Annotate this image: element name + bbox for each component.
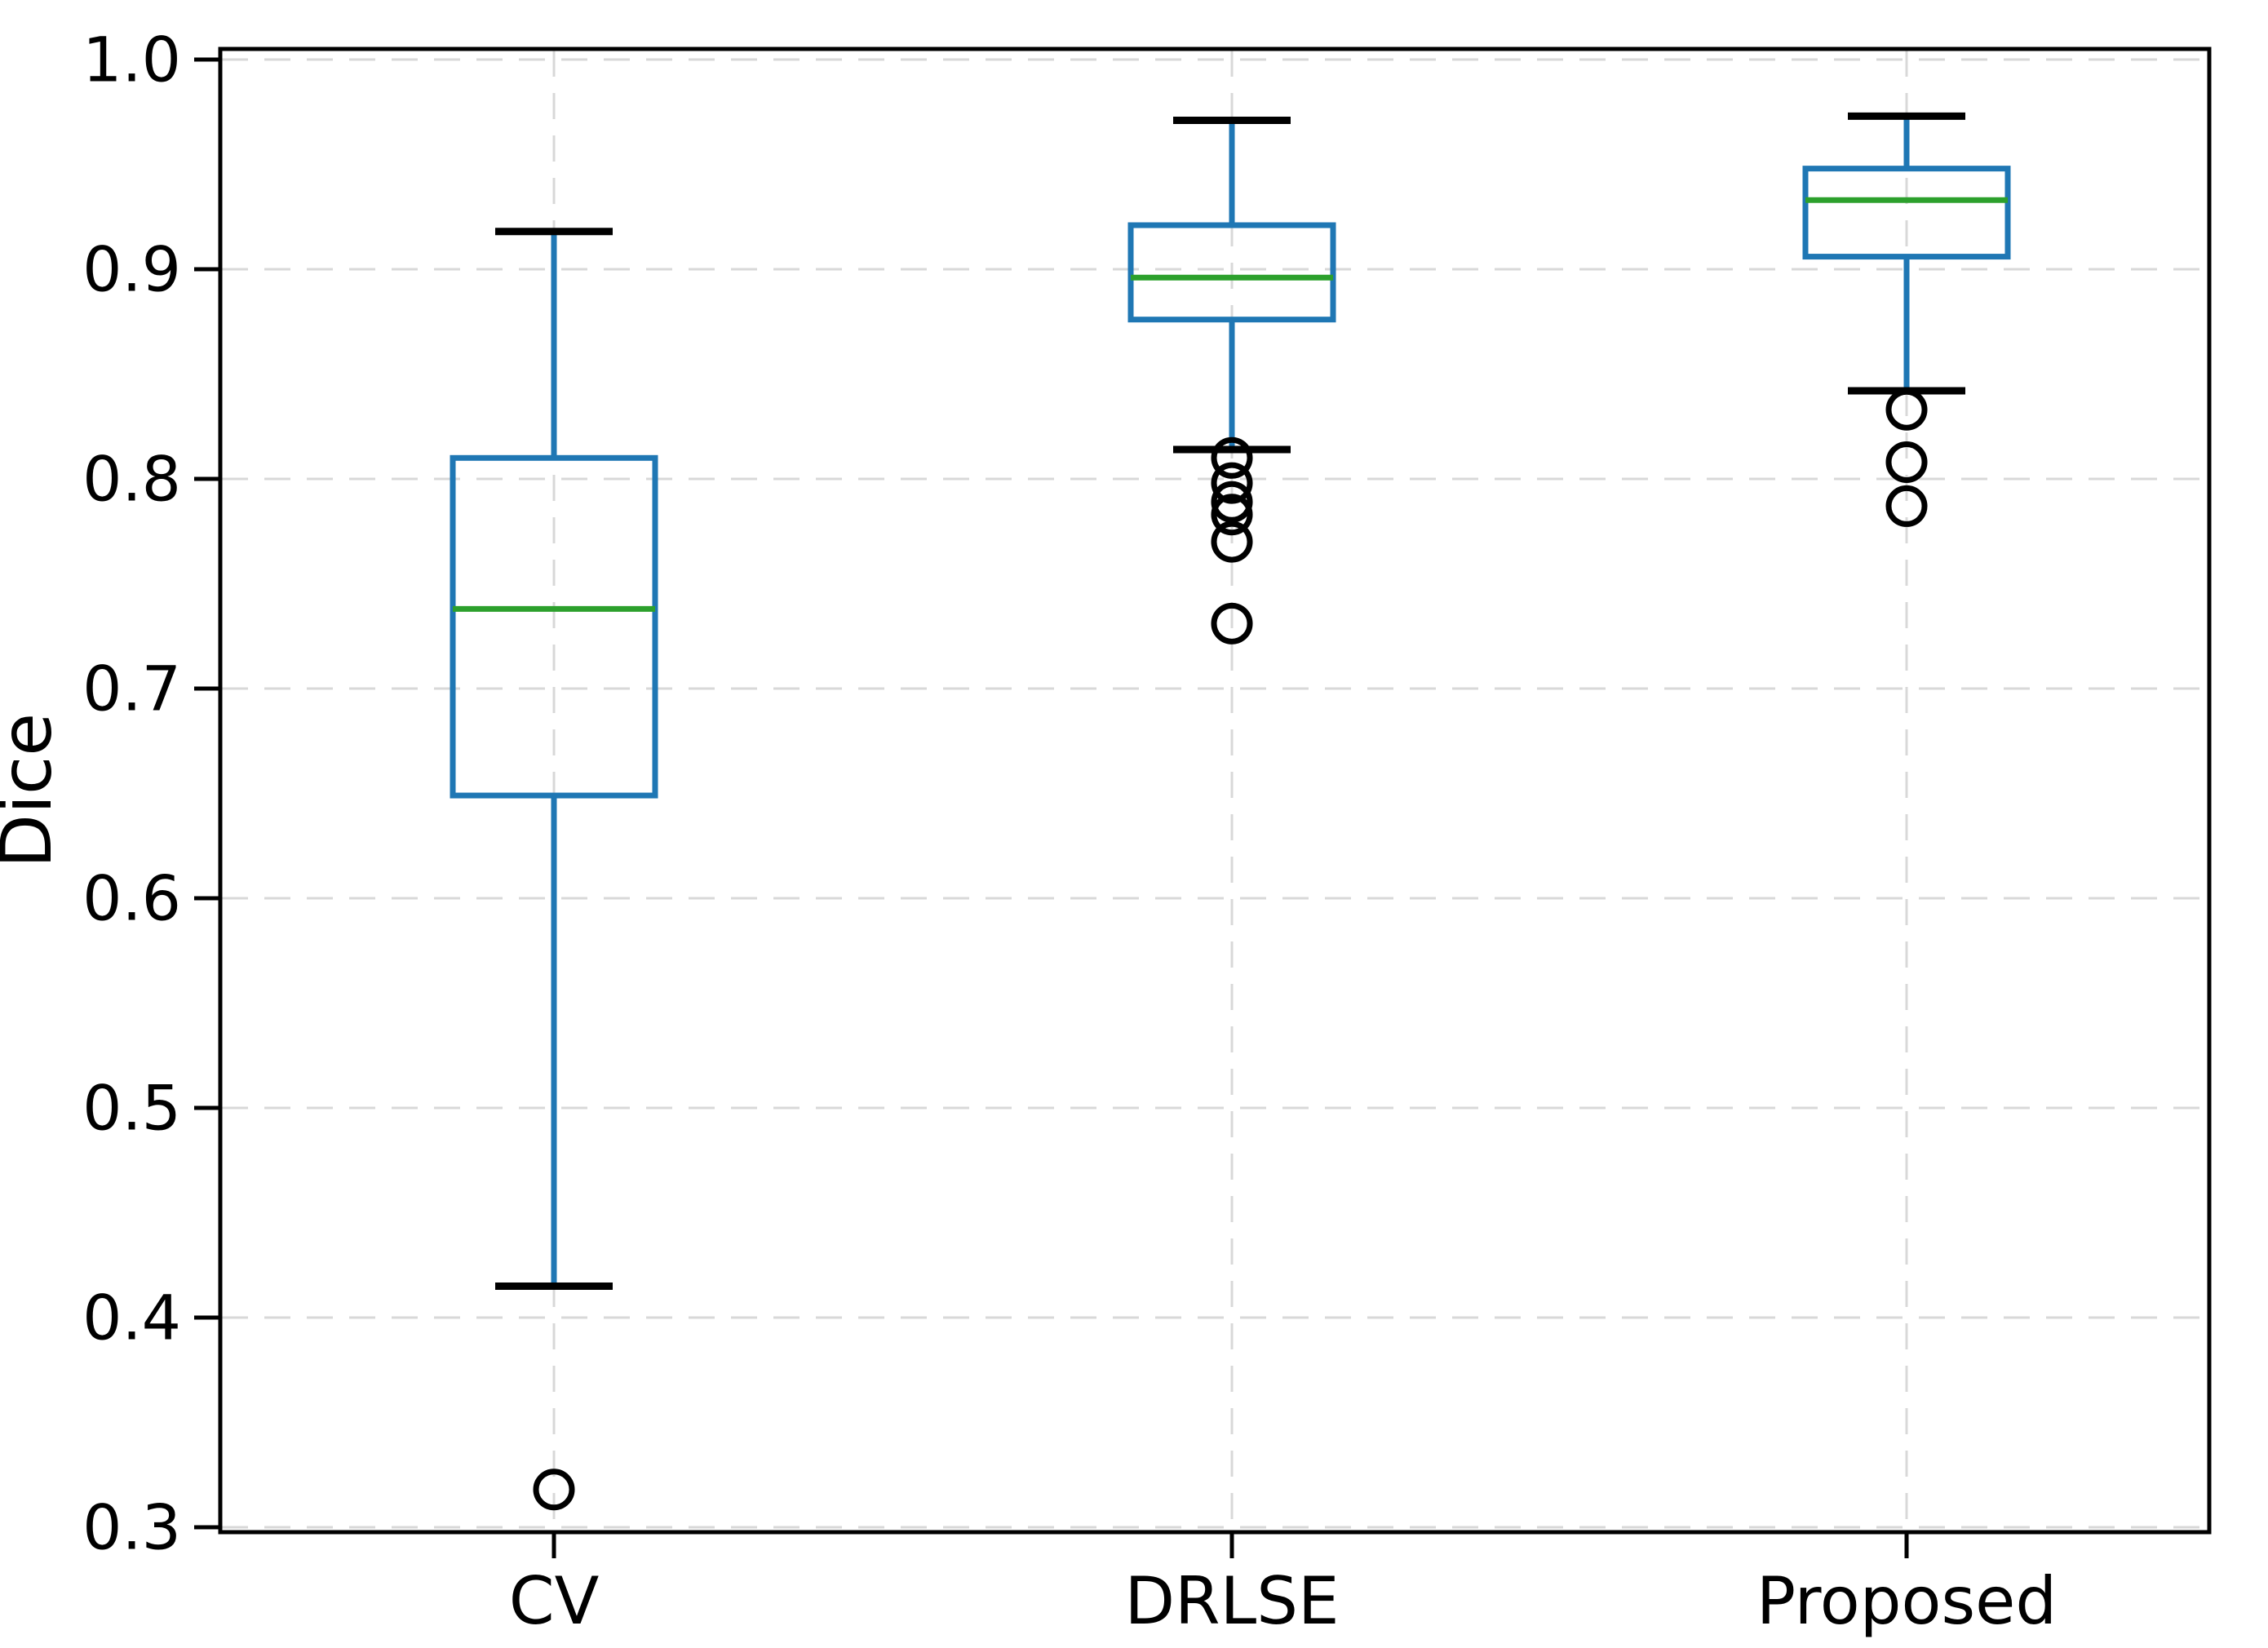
x-tick-label: CV — [509, 1563, 600, 1639]
box-drlse — [1127, 117, 1336, 645]
y-tick-label: 1.0 — [82, 24, 181, 96]
y-tick-label: 0.3 — [82, 1491, 181, 1564]
axes-frame — [218, 47, 2212, 1535]
outlier-marker — [1211, 521, 1253, 563]
outlier-marker — [1211, 436, 1253, 479]
outlier-marker — [533, 1469, 575, 1511]
iqr-box — [1802, 166, 2011, 260]
outlier-marker — [1211, 602, 1253, 645]
gridlines — [222, 51, 2208, 1531]
x-axis: CV DRLSE Proposed — [509, 1532, 2057, 1639]
outlier-marker — [1211, 462, 1253, 504]
box-proposed — [1802, 112, 2011, 527]
y-tick-label: 0.4 — [82, 1282, 181, 1354]
outlier-marker — [1211, 481, 1253, 523]
iqr-box — [450, 454, 658, 799]
outlier-marker — [1885, 485, 1928, 527]
outlier-marker — [1211, 494, 1253, 536]
y-tick-label: 0.5 — [82, 1072, 181, 1145]
y-tick-label: 0.7 — [82, 653, 181, 725]
y-tick-label: 0.8 — [82, 443, 181, 516]
outlier-marker — [1885, 388, 1928, 431]
box-cv — [450, 228, 658, 1511]
y-axis-label: Dice — [0, 713, 68, 868]
y-tick-label: 0.9 — [82, 233, 181, 306]
x-tick-label: DRLSE — [1124, 1563, 1339, 1639]
y-axis: 1.0 0.9 0.8 0.7 0.6 0.5 0.4 0.3 — [82, 24, 220, 1564]
x-tick-label: Proposed — [1756, 1563, 2057, 1639]
y-tick-label: 0.6 — [82, 862, 181, 935]
outlier-marker — [1885, 441, 1928, 483]
iqr-box — [1127, 222, 1336, 323]
